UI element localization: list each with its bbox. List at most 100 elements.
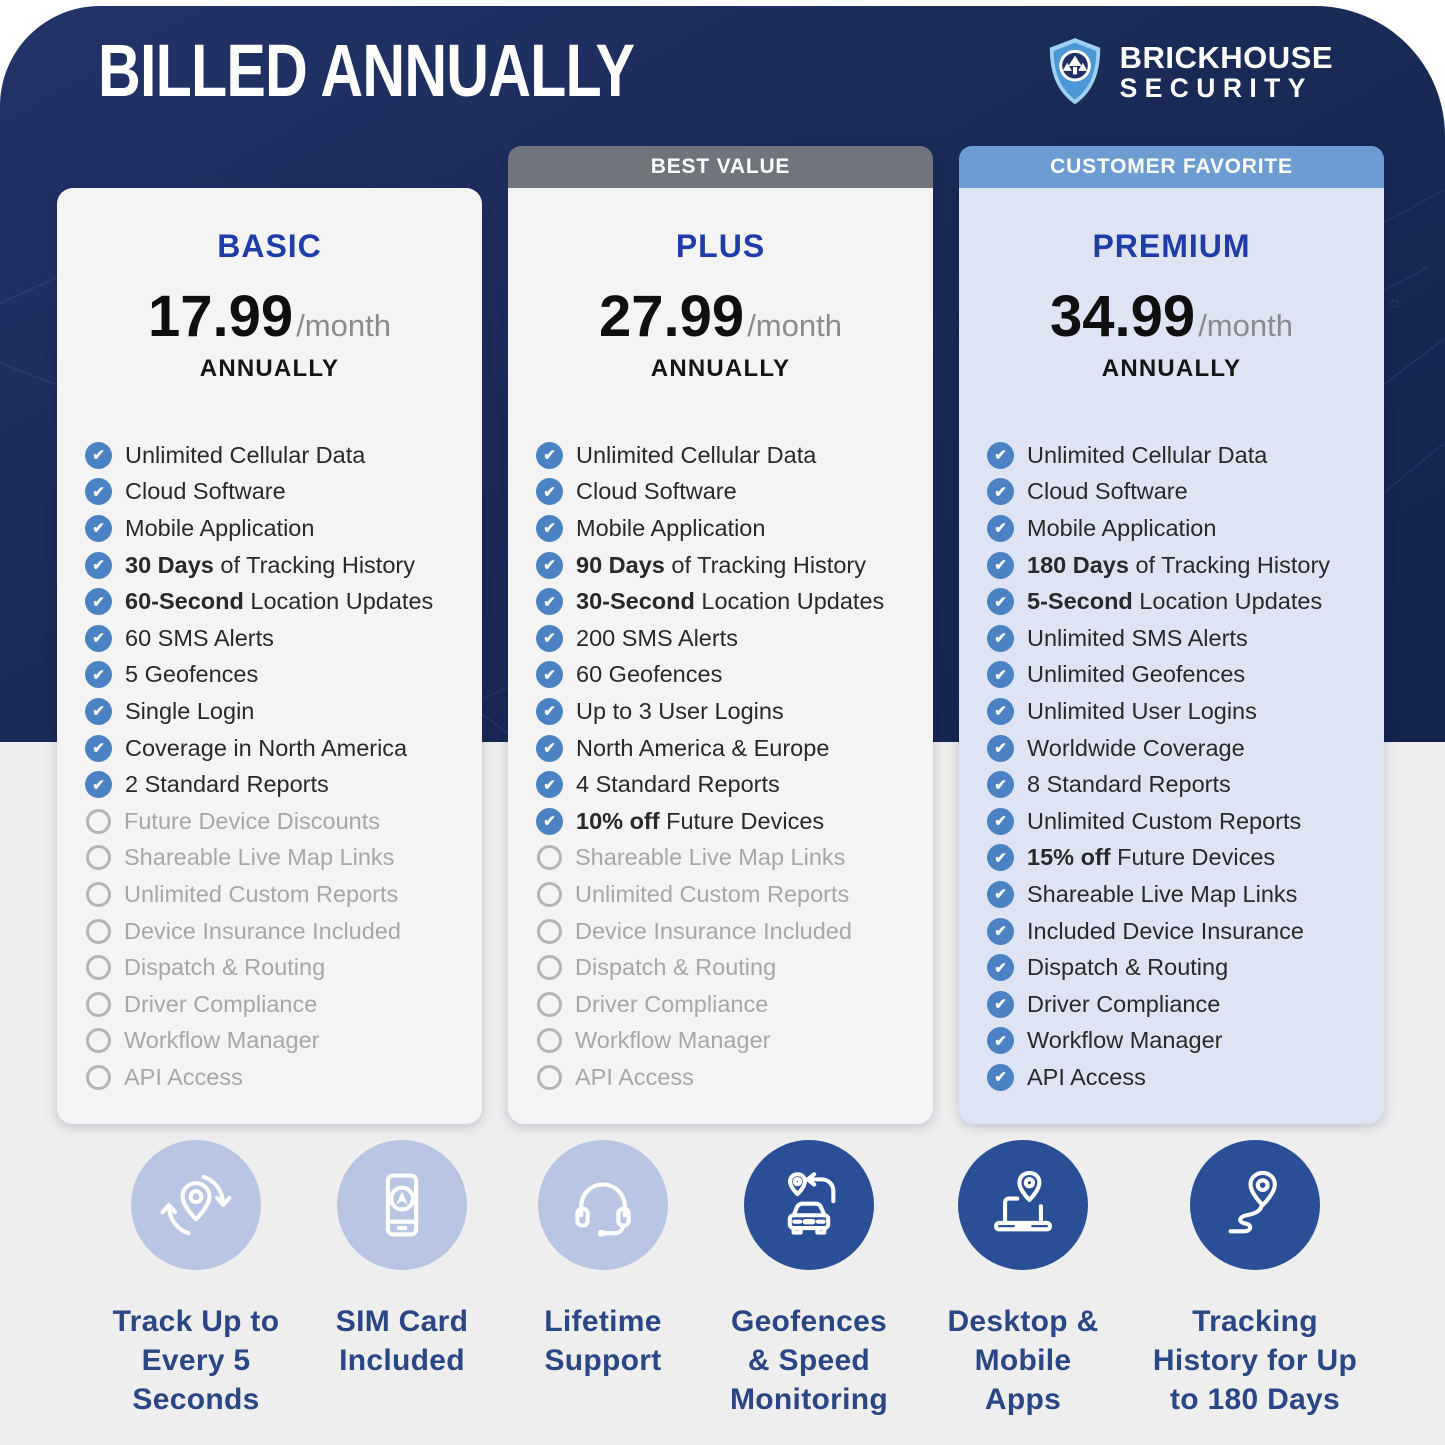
check-circle-icon: ✔: [536, 514, 563, 542]
feature-row: ✔ 4 Standard Reports: [536, 766, 933, 803]
feature-row: ✔ Unlimited Custom Reports: [987, 803, 1384, 840]
check-circle-icon: ✔: [987, 514, 1014, 542]
plan-price: 34.99 /month: [959, 283, 1384, 351]
plan-feature-list: ✔ Unlimited Cellular Data ✔ Cloud Softwa…: [508, 437, 933, 1096]
empty-circle-icon: [86, 1064, 111, 1090]
highlight-label: Lifetime Support: [544, 1305, 662, 1377]
feature-label: 5 Geofences: [125, 661, 259, 688]
check-circle-icon: ✔: [536, 551, 563, 579]
check-circle-icon: ✔: [536, 588, 563, 616]
feature-label: Cloud Software: [1027, 478, 1188, 505]
empty-circle-icon: [537, 845, 562, 871]
highlight-label: Desktop & Mobile Apps: [947, 1305, 1099, 1416]
feature-row: ✔ 5-Second Location Updates: [987, 583, 1384, 620]
feature-row: ✔ 15% off Future Devices: [987, 840, 1384, 877]
check-circle-icon: ✔: [987, 697, 1014, 725]
feature-label: API Access: [575, 1063, 694, 1090]
feature-row: ✔ Driver Compliance: [987, 986, 1384, 1023]
feature-row: Unlimited Custom Reports: [536, 876, 933, 913]
plan-feature-list: ✔ Unlimited Cellular Data ✔ Cloud Softwa…: [959, 437, 1384, 1096]
plan-billing-cycle: ANNUALLY: [1101, 355, 1242, 382]
feature-row: Unlimited Custom Reports: [85, 876, 482, 913]
feature-row: ✔ API Access: [987, 1059, 1384, 1096]
logo-line-2: SECURITY: [1119, 73, 1313, 104]
feature-row: ✔ Workflow Manager: [987, 1023, 1384, 1060]
plan-feature-list: ✔ Unlimited Cellular Data ✔ Cloud Softwa…: [57, 437, 482, 1096]
feature-label: 60 Geofences: [576, 661, 723, 688]
headset-icon: [538, 1140, 668, 1270]
feature-label: 200 SMS Alerts: [576, 624, 738, 651]
feature-label: Unlimited SMS Alerts: [1027, 624, 1248, 651]
feature-label: Unlimited Custom Reports: [575, 880, 850, 907]
empty-circle-icon: [537, 955, 562, 981]
feature-label: 30-Second Location Updates: [576, 588, 885, 615]
feature-label: Mobile Application: [576, 514, 766, 541]
feature-label: Unlimited Geofences: [1027, 661, 1246, 688]
highlight-item: Lifetime Support: [493, 1140, 713, 1380]
feature-label: Dispatch & Routing: [124, 954, 326, 981]
feature-row: ✔ Mobile Application: [987, 510, 1384, 547]
feature-row: ✔ Cloud Software: [85, 474, 482, 511]
empty-circle-icon: [86, 1028, 111, 1054]
check-circle-icon: ✔: [536, 661, 563, 689]
feature-label: 90 Days of Tracking History: [576, 551, 866, 578]
feature-label: Dispatch & Routing: [1027, 954, 1229, 981]
plan-card-premium: CUSTOMER FAVORITE PREMIUM 34.99 /month A…: [959, 146, 1384, 1124]
check-circle-icon: ✔: [987, 734, 1014, 762]
feature-row: ✔ 8 Standard Reports: [987, 766, 1384, 803]
feature-label: 4 Standard Reports: [576, 771, 780, 798]
highlight-label: SIM Card Included: [335, 1305, 469, 1377]
feature-row: ✔ Unlimited User Logins: [987, 693, 1384, 730]
feature-row: Workflow Manager: [536, 1023, 933, 1060]
check-circle-icon: ✔: [987, 990, 1014, 1018]
check-circle-icon: ✔: [85, 734, 112, 762]
highlight-label: Track Up to Every 5 Seconds: [112, 1305, 280, 1416]
plan-name: PREMIUM: [1092, 228, 1251, 264]
feature-label: Future Device Discounts: [124, 807, 380, 834]
feature-label: 2 Standard Reports: [125, 771, 329, 798]
feature-label: Shareable Live Map Links: [575, 844, 846, 871]
check-circle-icon: ✔: [987, 588, 1014, 616]
empty-circle-icon: [86, 918, 111, 944]
feature-label: 15% off Future Devices: [1027, 844, 1276, 871]
check-circle-icon: ✔: [987, 880, 1014, 908]
feature-label: Unlimited Cellular Data: [125, 441, 366, 468]
feature-label: 60-Second Location Updates: [125, 588, 434, 615]
feature-row: ✔ 200 SMS Alerts: [536, 620, 933, 657]
feature-label: Unlimited Cellular Data: [576, 441, 817, 468]
feature-label: Driver Compliance: [124, 990, 318, 1017]
feature-row: ✔ Worldwide Coverage: [987, 730, 1384, 767]
check-circle-icon: ✔: [987, 441, 1014, 469]
feature-label: Cloud Software: [125, 478, 286, 505]
page-title: BILLED ANNUALLY: [98, 29, 635, 112]
check-circle-icon: ✔: [85, 771, 112, 799]
feature-row: Device Insurance Included: [536, 913, 933, 950]
feature-row: ✔ Unlimited SMS Alerts: [987, 620, 1384, 657]
empty-circle-icon: [86, 991, 111, 1017]
check-circle-icon: ✔: [987, 771, 1014, 799]
check-circle-icon: ✔: [987, 807, 1014, 835]
feature-row: ✔ 2 Standard Reports: [85, 766, 482, 803]
plan-banner: CUSTOMER FAVORITE: [959, 146, 1384, 188]
plan-card-plus: BEST VALUE PLUS 27.99 /month ANNUALLY ✔ …: [508, 146, 933, 1124]
check-circle-icon: ✔: [536, 697, 563, 725]
check-circle-icon: ✔: [987, 661, 1014, 689]
pin-refresh-icon: [131, 1140, 261, 1270]
brickhouse-logo: BRICKHOUSE SECURITY: [1043, 36, 1333, 108]
highlights-row: Track Up to Every 5 Seconds SIM Card Inc…: [0, 1140, 1445, 1440]
check-circle-icon: ✔: [536, 624, 563, 652]
feature-label: Coverage in North America: [125, 734, 408, 761]
laptop-pin-icon: [958, 1140, 1088, 1270]
feature-row: ✔ Unlimited Cellular Data: [536, 437, 933, 474]
check-circle-icon: ✔: [987, 478, 1014, 506]
feature-label: 30 Days of Tracking History: [125, 551, 415, 578]
feature-row: ✔ 60 Geofences: [536, 657, 933, 694]
plan-price-amount: 17.99: [148, 284, 294, 349]
plan-card-body: PLUS 27.99 /month ANNUALLY ✔ Unlimited C…: [508, 188, 933, 1124]
feature-label: North America & Europe: [576, 734, 830, 761]
feature-row: ✔ Dispatch & Routing: [987, 949, 1384, 986]
feature-row: ✔ 180 Days of Tracking History: [987, 547, 1384, 584]
feature-row: Shareable Live Map Links: [536, 840, 933, 877]
check-circle-icon: ✔: [987, 954, 1014, 982]
plan-billing-cycle: ANNUALLY: [199, 355, 340, 382]
